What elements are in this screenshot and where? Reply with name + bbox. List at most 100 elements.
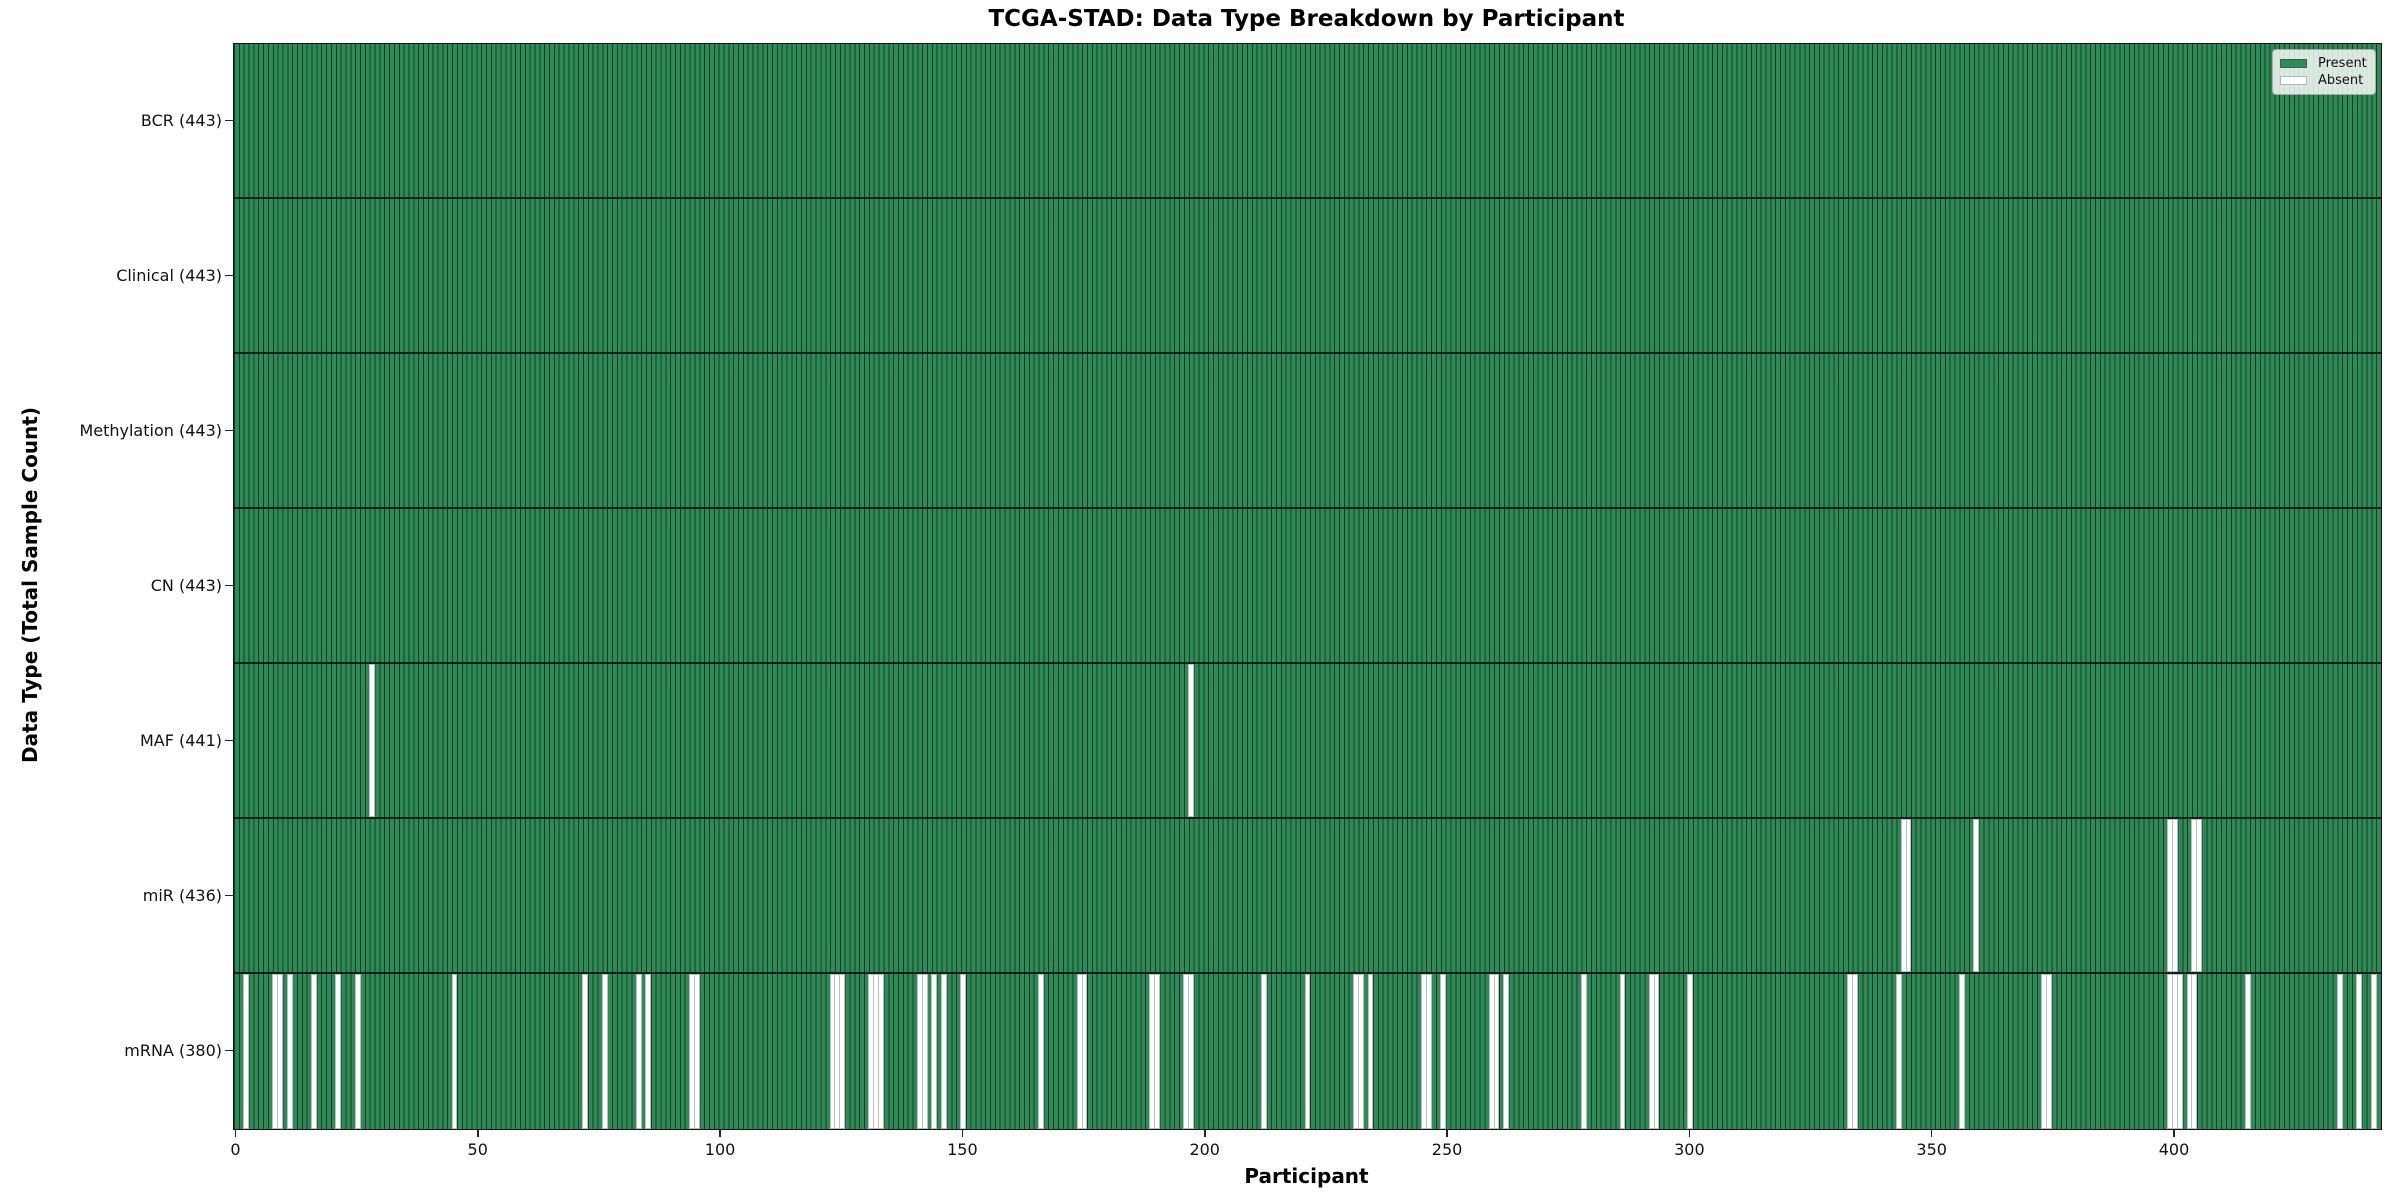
legend-swatch-absent [2280,76,2307,85]
absent-bar [1687,974,1694,1129]
y-tick-mark [225,429,233,432]
y-tick-label: Methylation (443) [79,420,222,440]
absent-bar [1076,974,1083,1129]
y-tick-label: BCR (443) [140,110,222,130]
chart-title: TCGA-STAD: Data Type Breakdown by Partic… [988,6,1625,32]
absent-bar [286,974,293,1129]
y-tick-mark [225,119,233,122]
absent-bar [916,974,923,1129]
absent-bar [2167,819,2174,972]
absent-bar [1357,974,1364,1129]
x-tick-label: 0 [230,1140,241,1159]
x-tick-mark [234,1129,237,1137]
row-clinical [234,199,2381,354]
absent-bar [1648,974,1655,1129]
y-tick-mark [225,739,233,742]
absent-bar [1440,974,1447,1129]
row-cn [234,509,2381,664]
absent-bar [1958,974,1965,1129]
absent-bar [1149,974,1156,1129]
absent-bar [1183,974,1190,1129]
absent-bar [2186,974,2193,1129]
absent-bar [1493,974,1500,1129]
absent-bar [941,974,947,1129]
absent-bar [1188,974,1195,1129]
row-methylation [234,354,2381,509]
absent-bar [1353,974,1359,1129]
absent-bar [601,974,608,1129]
absent-bar [2041,974,2048,1129]
absent-bar [960,974,967,1129]
absent-bar [1260,974,1267,1129]
absent-bar [1905,819,1912,972]
absent-bar [1425,974,1432,1129]
x-tick-mark [961,1129,964,1137]
absent-bar [1973,819,1980,972]
absent-bar [1420,974,1427,1129]
y-tick-label: Clinical (443) [116,265,222,285]
row-mrna [234,974,2381,1129]
absent-bar [635,974,642,1129]
absent-bar [2167,974,2174,1129]
legend-swatch-present [2280,59,2307,68]
absent-bar [868,974,875,1129]
legend: Present Absent [2272,49,2376,95]
absent-bar [1038,974,1044,1129]
absent-bar [834,974,841,1129]
x-tick-mark [1446,1129,1448,1137]
x-tick-label: 150 [947,1140,978,1159]
row-bcr [234,44,2381,199]
y-tick-mark [225,274,233,277]
y-tick-label: mRNA (380) [124,1040,222,1060]
absent-bar [2172,819,2178,972]
absent-bar [1580,974,1587,1129]
absent-bar [2244,974,2251,1129]
x-tick-label: 50 [467,1140,488,1159]
x-axis-label: Participant [1244,1164,1369,1188]
x-tick-mark [476,1129,479,1137]
absent-bar [878,974,884,1129]
y-tick-mark [225,894,233,897]
legend-label: Absent [2318,73,2364,88]
absent-bar [582,974,589,1129]
y-tick-label: miR (436) [142,885,222,905]
legend-entry-absent: Absent [2280,72,2367,89]
absent-bar [839,974,846,1129]
absent-bar [1154,974,1161,1129]
absent-bar [1847,974,1854,1129]
absent-bar [277,974,283,1129]
absent-bar [1900,819,1907,972]
absent-bar [645,974,652,1129]
absent-bar [1653,974,1660,1129]
absent-bar [1895,974,1902,1129]
x-tick-label: 350 [1916,1140,1947,1159]
x-tick-label: 100 [704,1140,736,1159]
absent-bar [335,974,342,1129]
x-tick-label: 300 [1674,1140,1705,1159]
absent-bar [1081,974,1088,1129]
absent-bar [311,974,317,1129]
y-tick-mark [225,584,233,587]
absent-bar [873,974,880,1129]
absent-bar [2336,974,2343,1129]
absent-bar [451,974,458,1129]
legend-entry-present: Present [2280,55,2367,72]
absent-bar [2176,974,2183,1129]
absent-bar [2046,974,2052,1129]
absent-bar [2191,819,2198,972]
legend-label: Present [2318,56,2367,71]
y-tick-label: MAF (441) [139,730,222,750]
plot-area [233,43,2382,1130]
absent-bar [921,974,928,1129]
absent-bar [354,974,361,1129]
x-tick-mark [1203,1129,1206,1137]
absent-bar [931,974,938,1129]
absent-bar [2370,974,2377,1129]
x-tick-label: 250 [1431,1140,1463,1159]
absent-bar [693,974,700,1129]
absent-bar [2356,974,2363,1129]
absent-bar [1488,974,1495,1129]
absent-bar [1304,974,1311,1129]
absent-bar [243,974,250,1129]
